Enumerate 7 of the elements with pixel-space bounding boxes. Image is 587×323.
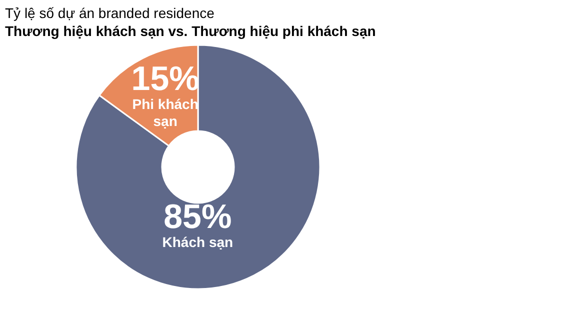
slice-label: Phi khách sạn — [132, 96, 198, 129]
data-label: 15% — [131, 60, 200, 98]
data-label: 85% — [164, 198, 232, 236]
chart-subtitle: Thương hiệu khách sạn vs. Thương hiệu phi khách sạn — [5, 23, 376, 39]
slice-label: Khách sạn — [162, 234, 234, 250]
chart-title: Tỷ lệ số dự án branded residence — [5, 5, 215, 21]
donut-slice — [75, 44, 321, 290]
